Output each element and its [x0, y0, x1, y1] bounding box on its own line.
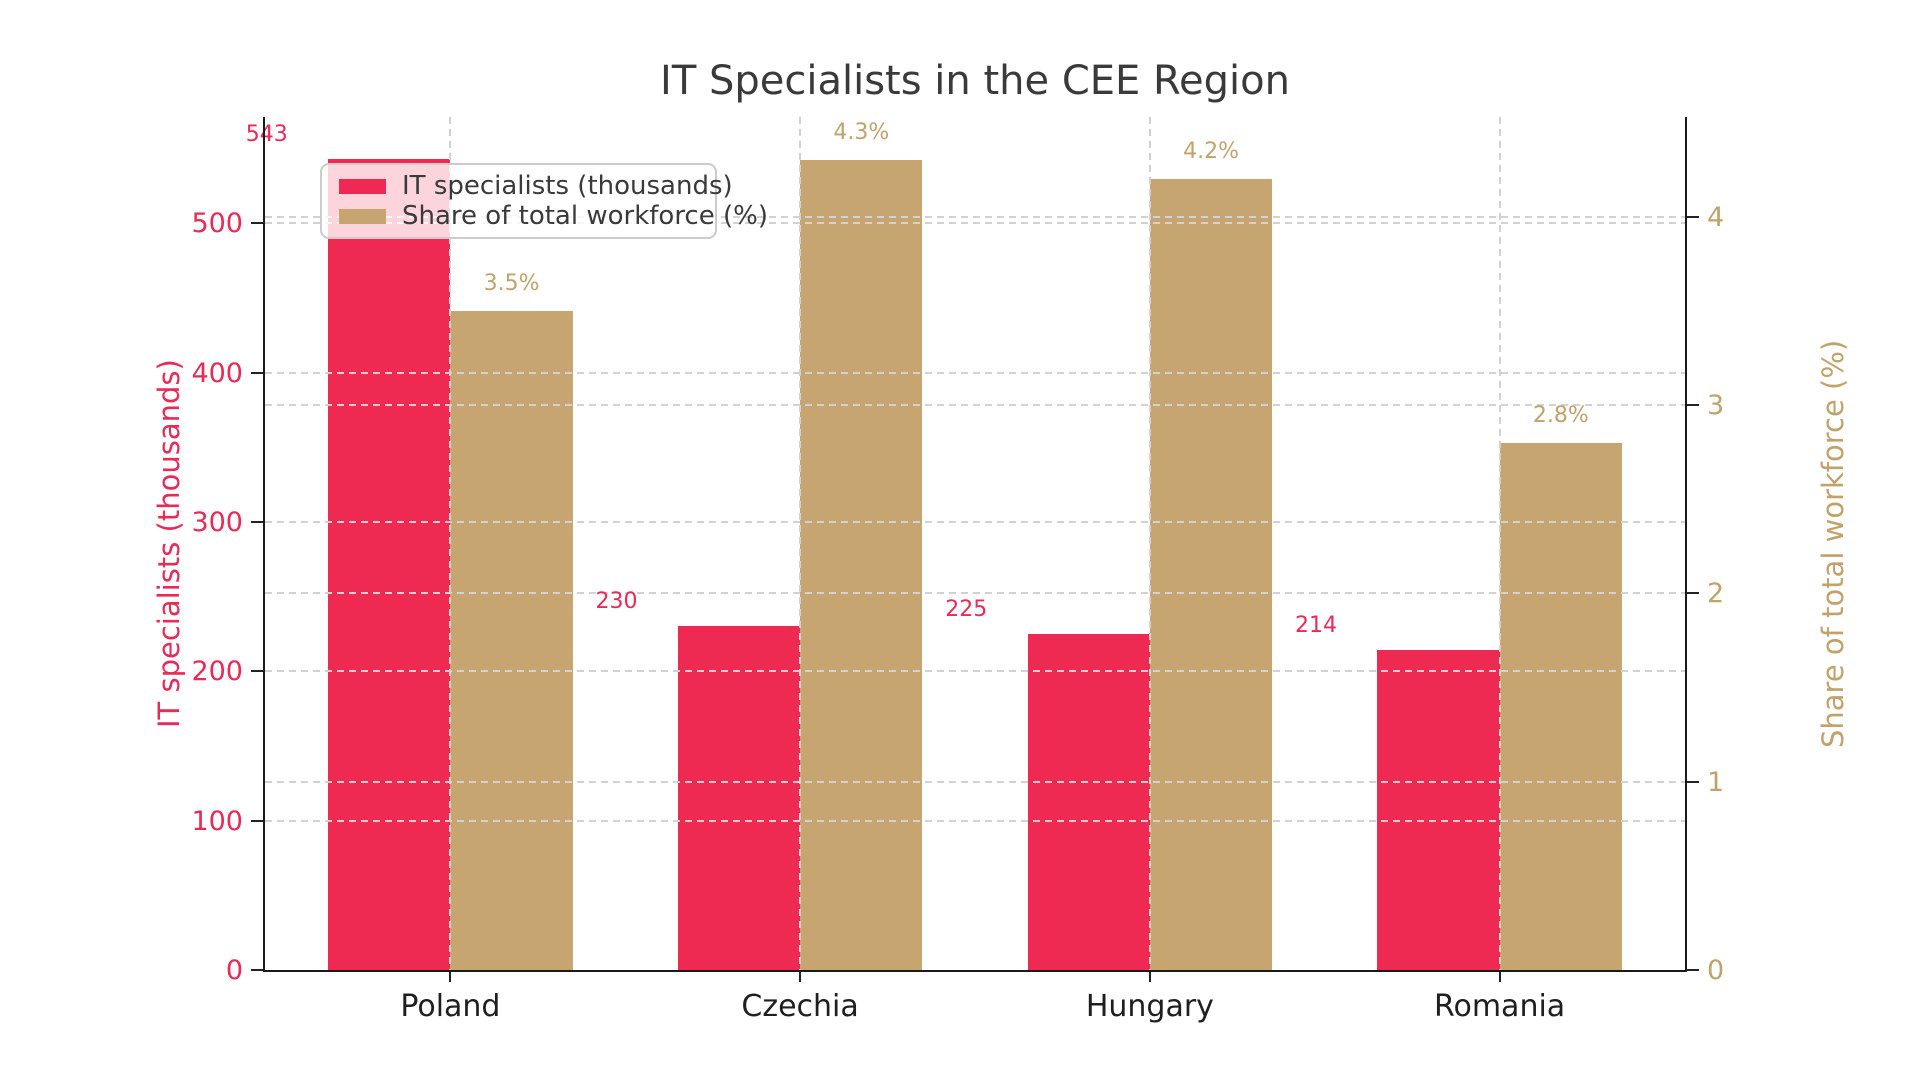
left-tick-label: 200 [191, 656, 243, 688]
left-tick [251, 371, 265, 374]
left-tick [251, 222, 265, 225]
bar-czechia-workforce-share [800, 160, 923, 970]
gridline-right-4 [265, 215, 1685, 218]
left-tick [251, 819, 265, 822]
right-axis-label: Share of total workforce (%) [1816, 339, 1850, 748]
left-tick-label: 500 [191, 208, 243, 240]
left-tick-label: 400 [191, 357, 243, 389]
legend-item-workforce-share: Share of total workforce (%) [332, 201, 768, 231]
bottom-tick [449, 970, 452, 982]
right-tick-label: 1 [1707, 766, 1725, 798]
gridline-right-3 [265, 404, 1685, 407]
bar-value-label: 214 [1295, 613, 1337, 639]
chart-title: IT Specialists in the CEE Region [660, 58, 1290, 104]
left-spine [263, 117, 265, 972]
left-tick [251, 520, 265, 523]
bar-poland-workforce-share [450, 310, 573, 970]
bottom-tick [1498, 970, 1501, 982]
right-tick-label: 3 [1707, 390, 1725, 422]
bottom-tick [1148, 970, 1151, 982]
gridline-left-400 [265, 371, 1685, 374]
left-tick [251, 969, 265, 971]
gridline-left-100 [265, 819, 1685, 822]
legend-swatch-tan [339, 208, 386, 224]
right-tick-label: 4 [1707, 201, 1725, 233]
right-tick [1685, 592, 1699, 595]
left-tick-label: 0 [225, 955, 243, 986]
bar-hungary-it-specialists [1027, 633, 1150, 970]
bar-romania-it-specialists [1377, 650, 1500, 970]
bar-hungary-workforce-share [1149, 179, 1273, 970]
gridline-x-romania [1498, 117, 1501, 970]
category-label-romania: Romania [1433, 989, 1566, 1024]
legend-label: IT specialists (thousands) [402, 171, 733, 201]
bar-percent-label: 3.5% [483, 270, 540, 296]
gridline-x-czechia [799, 117, 802, 970]
right-tick-label: 0 [1707, 955, 1725, 986]
bar-percent-label: 4.2% [1183, 139, 1240, 165]
left-tick-label: 100 [191, 805, 243, 837]
gridline-x-poland [449, 117, 452, 970]
bar-romania-workforce-share [1499, 442, 1622, 970]
bar-value-label: 543 [245, 121, 288, 147]
right-spine [1685, 117, 1687, 972]
gridline-left-500 [265, 222, 1685, 225]
right-tick [1685, 780, 1699, 783]
gridline-left-200 [265, 670, 1685, 673]
category-label-hungary: Hungary [1085, 989, 1214, 1024]
left-axis-label: IT specialists (thousands) [152, 359, 186, 728]
category-label-poland: Poland [400, 989, 501, 1024]
category-label-czechia: Czechia [741, 989, 859, 1024]
bottom-tick [799, 970, 802, 982]
left-tick-label: 300 [191, 506, 243, 538]
right-tick [1685, 969, 1699, 971]
gridline-left-300 [265, 520, 1685, 523]
legend-label: Share of total workforce (%) [402, 201, 768, 231]
bar-poland-it-specialists [328, 158, 451, 970]
bar-value-label: 230 [595, 589, 638, 615]
bar-percent-label: 2.8% [1532, 402, 1589, 428]
gridline-x-hungary [1148, 117, 1151, 970]
right-tick [1685, 215, 1699, 218]
legend: IT specialists (thousands) Share of tota… [320, 163, 768, 239]
left-tick [251, 670, 265, 673]
bottom-spine [263, 970, 1687, 972]
legend-swatch-crimson [339, 178, 386, 194]
gridline-right-2 [265, 592, 1685, 595]
right-tick-label: 2 [1707, 578, 1725, 610]
gridline-right-1 [265, 780, 1685, 783]
bar-value-label: 225 [945, 596, 988, 622]
plot-area: 543 3.5% 230 4.3% 225 4.2% 214 2.8% 0 100 200 300 40… [191, 117, 1724, 1022]
right-tick [1685, 404, 1699, 407]
bar-percent-label: 4.3% [833, 120, 890, 146]
legend-item-it-specialists: IT specialists (thousands) [332, 171, 733, 201]
bar-czechia-it-specialists [677, 626, 801, 970]
